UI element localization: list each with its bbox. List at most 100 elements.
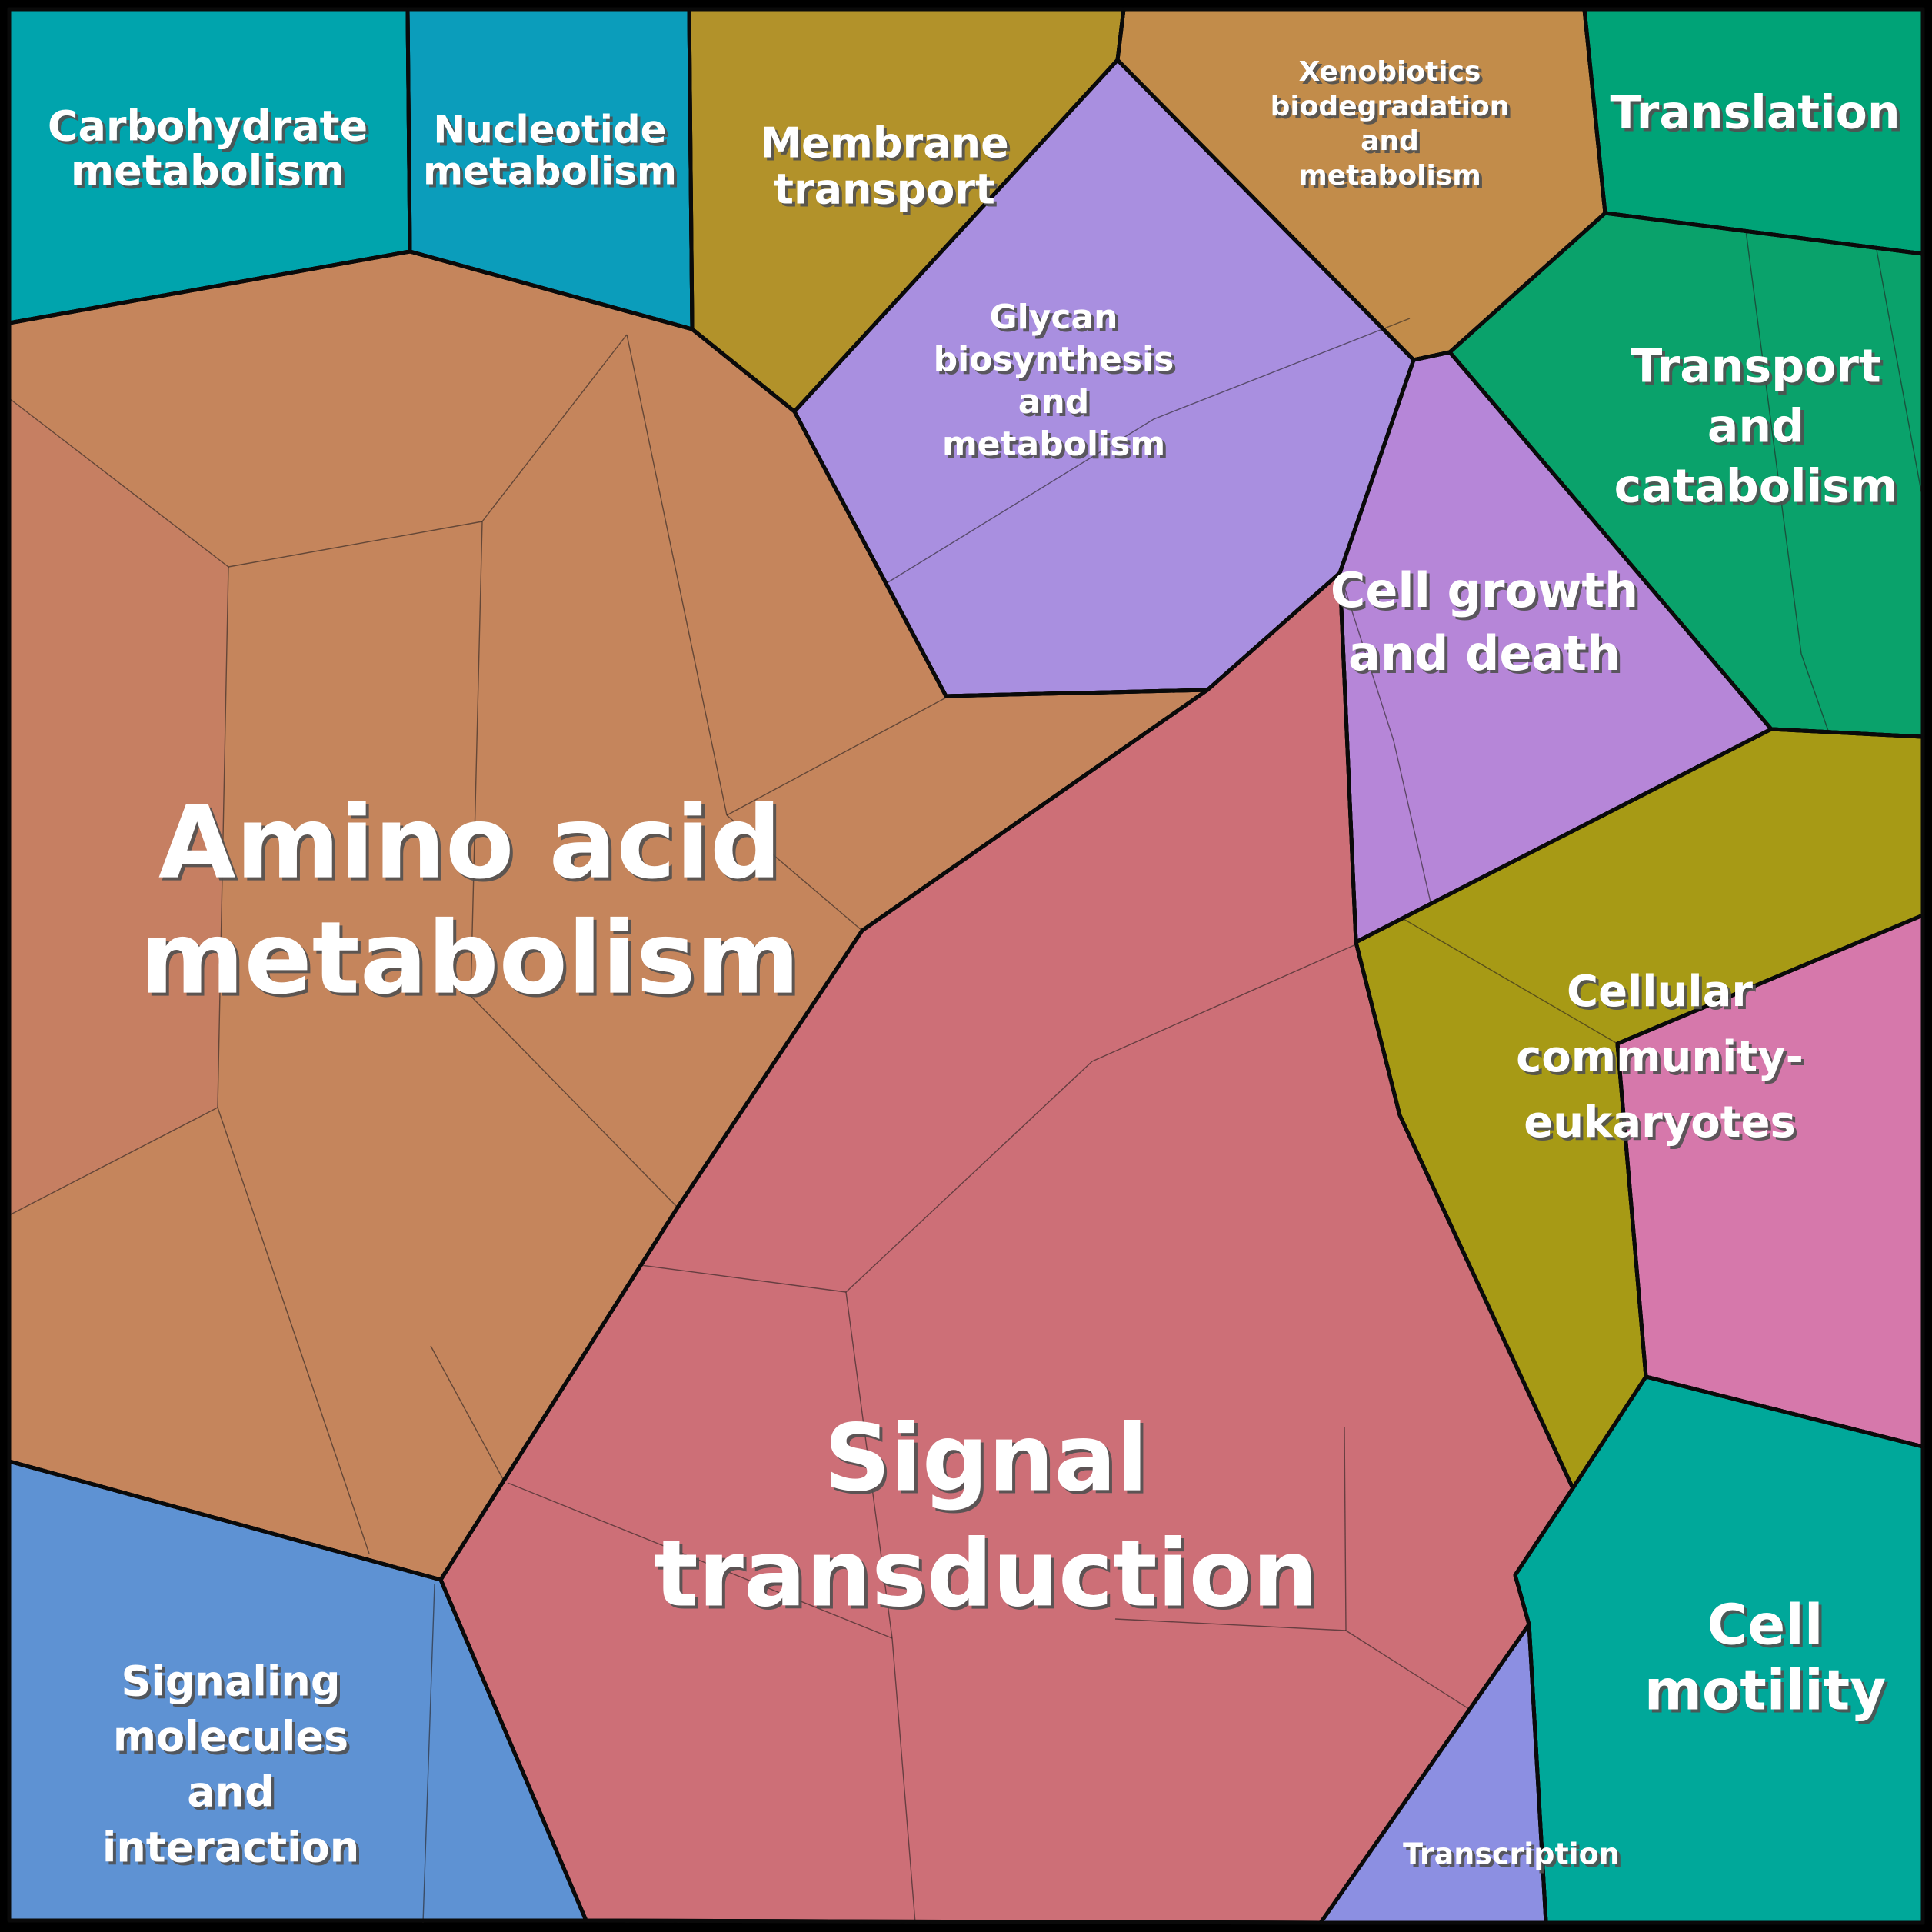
cell-label-sigmol-line1: Signaling [121, 1657, 340, 1706]
cell-label-xenobiotics-line4: metabolism [1298, 160, 1481, 192]
cell-label-translation-line1-shadow: Translation [1613, 89, 1903, 143]
subcell-edge-amino [726, 814, 863, 931]
cell-outline-transcription [1318, 1622, 1548, 1925]
cells [7, 7, 1925, 1925]
cell-label-motility-line2: motility [1644, 1658, 1886, 1723]
subcell-edge-signal [845, 1061, 1093, 1293]
cell-label-amino-line1-shadow: Amino acid [162, 788, 784, 904]
subcell-edge-amino [726, 697, 947, 816]
subcell-edge-signal [1345, 1630, 1470, 1710]
subcell-edge-amino [8, 398, 229, 568]
cell-outline-motility [1513, 1374, 1925, 1925]
cell-label-community-line2: community- [1516, 1032, 1804, 1082]
subcell-edge-amino [8, 1107, 218, 1216]
cell-outline-sigmol [7, 1459, 588, 1923]
cell-label-transcription-line1-shadow: Transcription [1406, 1840, 1623, 1874]
cell-label-transport-line3-shadow: catabolism [1617, 463, 1901, 517]
subcell-edge-signal [1091, 944, 1357, 1062]
cell-label-motility-line1-shadow: Cell [1710, 1596, 1826, 1661]
subcell-edge-growth [1339, 572, 1431, 903]
subcell-edges [8, 230, 1924, 1924]
cell-label-community-line3-shadow: eukaryotes [1527, 1101, 1799, 1151]
cell-label-community-line1-shadow: Cellular [1570, 970, 1756, 1020]
cell-label-transport-line1-shadow: Transport [1634, 343, 1884, 397]
cell-label-carbohydrate-line2: metabolism [71, 147, 345, 195]
cell-label-signal-line1-shadow: Signal [828, 1409, 1151, 1516]
subcell-edge-community [1403, 918, 1618, 1044]
cell-label-sigmol-line1-shadow: Signaling [124, 1661, 343, 1709]
cell-label-xenobiotics-line4-shadow: metabolism [1301, 163, 1484, 195]
cell-label-transport-line1: Transport [1631, 340, 1880, 394]
cell-label-glycan-line1: Glycan [990, 298, 1118, 337]
cell-label-growth-line2-shadow: and death [1351, 628, 1624, 685]
cell-label-sigmol-line3: and [187, 1768, 275, 1817]
cell-label-transcription-line1: Transcription [1403, 1837, 1620, 1871]
cell-label-membrane-line1-shadow: Membrane [763, 122, 1011, 171]
cell-label-signal-line2-shadow: transduction [657, 1524, 1321, 1631]
subcell-edge-signal [1114, 1618, 1347, 1631]
cell-label-membrane-line2-shadow: transport [777, 168, 998, 217]
subcell-edge-amino [430, 1345, 505, 1481]
subcell-edge-amino [626, 334, 728, 816]
cell-labels: CarbohydratemetabolismCarbohydratemetabo… [48, 56, 1904, 1875]
cell-label-sigmol-line3-shadow: and [190, 1771, 278, 1820]
cell-label-membrane-line1: Membrane [760, 119, 1008, 168]
cell-label-glycan-line3: and [1018, 382, 1090, 421]
cell-label-translation-line1: Translation [1610, 86, 1900, 140]
subcell-edge-glycan [886, 318, 1411, 584]
cell-label-growth-line1: Cell growth [1331, 562, 1638, 618]
cell-label-growth-line2: and death [1348, 625, 1621, 681]
cell-label-xenobiotics-line1-shadow: Xenobiotics [1302, 59, 1484, 91]
cell-label-nucleotide-line1-shadow: Nucleotide [436, 111, 669, 155]
subcell-edge-amino [217, 566, 229, 1108]
cell-label-xenobiotics-line2: biodegradation [1271, 91, 1510, 122]
cell-label-nucleotide-line2-shadow: metabolism [426, 152, 680, 197]
cell-label-amino-line1: Amino acid [158, 784, 781, 901]
subcell-edge-signal [1344, 1426, 1347, 1631]
cell-label-transport-line2: and [1707, 400, 1804, 454]
cell-label-glycan-line4-shadow: metabolism [945, 428, 1168, 467]
cell-label-community-line1: Cellular [1567, 967, 1753, 1017]
cell-label-growth-line1-shadow: Cell growth [1334, 565, 1641, 621]
cell-label-glycan-line2: biosynthesis [934, 340, 1174, 379]
cell-label-xenobiotics-line3: and [1361, 125, 1419, 157]
cell-label-amino-line2: metabolism [140, 900, 800, 1017]
cell-label-community-line2-shadow: community- [1519, 1035, 1807, 1085]
cell-label-glycan-line1-shadow: Glycan [993, 301, 1121, 340]
cell-label-motility-line1: Cell [1707, 1593, 1823, 1657]
cell-label-membrane-line2: transport [774, 165, 995, 214]
cell-label-glycan-line2-shadow: biosynthesis [937, 343, 1178, 382]
cell-label-carbohydrate-line2-shadow: metabolism [74, 150, 348, 198]
cell-label-sigmol-line2-shadow: molecules [116, 1716, 351, 1764]
subcell-edge-amino [470, 521, 483, 997]
cell-label-signal-line1: Signal [824, 1406, 1148, 1513]
subcell-edge-amino [217, 1107, 370, 1554]
subcell-edge-amino [228, 521, 483, 568]
cell-label-xenobiotics-line1: Xenobiotics [1299, 56, 1481, 88]
cell-label-sigmol-line4-shadow: interaction [105, 1827, 362, 1875]
subcell-edge-transport [1745, 230, 1829, 731]
subcell-edge-amino [481, 334, 628, 522]
cell-label-community-line3: eukaryotes [1524, 1098, 1796, 1148]
cell-label-signal-line2: transduction [654, 1521, 1317, 1628]
subcell-edge-signal [640, 1264, 847, 1293]
cell-label-sigmol-line2: molecules [113, 1713, 348, 1761]
subcell-edge-sigmol [422, 1584, 435, 1924]
cell-label-xenobiotics-line2-shadow: biodegradation [1274, 94, 1513, 125]
subcell-edge-signal [891, 1637, 916, 1924]
cell-label-glycan-line3-shadow: and [1021, 385, 1093, 425]
cell-label-amino-line2-shadow: metabolism [143, 903, 803, 1020]
cell-label-transport-line2-shadow: and [1710, 403, 1807, 457]
cell-label-carbohydrate-line1-shadow: Carbohydrate [51, 105, 371, 154]
cell-label-nucleotide-line2: metabolism [423, 149, 677, 194]
cell-label-sigmol-line4: interaction [102, 1824, 359, 1872]
cell-label-nucleotide-line1: Nucleotide [433, 108, 666, 152]
cell-label-transport-line3: catabolism [1614, 460, 1898, 514]
cell-label-xenobiotics-line3-shadow: and [1364, 128, 1422, 160]
subcell-tint-amino [9, 398, 228, 1215]
subcell-edge-signal [845, 1291, 893, 1639]
subcell-edge-transport [1876, 249, 1924, 501]
cell-label-glycan-line4: metabolism [942, 425, 1165, 464]
